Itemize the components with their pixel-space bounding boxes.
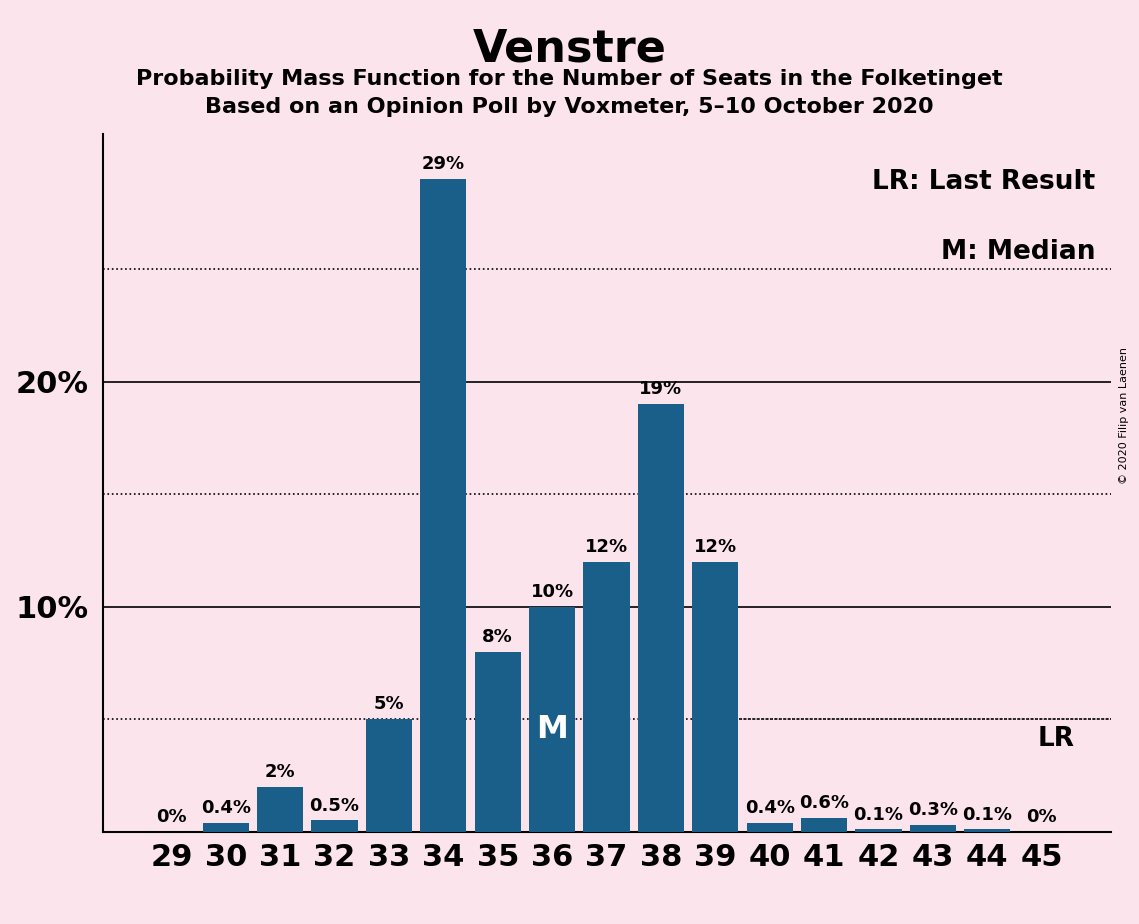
Text: 0.3%: 0.3% [908,801,958,820]
Text: Based on an Opinion Poll by Voxmeter, 5–10 October 2020: Based on an Opinion Poll by Voxmeter, 5–… [205,97,934,117]
Text: 0.4%: 0.4% [200,799,251,817]
Bar [203,822,249,832]
Text: 0%: 0% [156,808,187,826]
Text: M: Median: M: Median [941,238,1096,264]
Text: 12%: 12% [585,538,628,556]
Text: LR: Last Result: LR: Last Result [872,169,1096,195]
Text: 10%: 10% [531,583,574,601]
Bar [693,562,738,832]
Bar [964,830,1010,832]
Text: M: M [536,714,568,745]
Text: 2%: 2% [265,763,295,781]
Bar [420,179,467,832]
Bar [311,821,358,832]
Bar [855,830,902,832]
Text: 5%: 5% [374,696,404,713]
Text: 0.1%: 0.1% [962,806,1013,823]
Text: Venstre: Venstre [473,28,666,71]
Text: 0.5%: 0.5% [310,796,360,815]
Text: 0.1%: 0.1% [853,806,903,823]
Bar [366,719,412,832]
Text: LR: LR [1038,726,1074,752]
Text: 0.6%: 0.6% [800,795,849,812]
Bar [528,606,575,832]
Bar [746,822,793,832]
Text: 19%: 19% [639,381,682,398]
Text: 29%: 29% [421,155,465,174]
Bar [638,404,685,832]
Text: 0.4%: 0.4% [745,799,795,817]
Text: Probability Mass Function for the Number of Seats in the Folketinget: Probability Mass Function for the Number… [137,69,1002,90]
Bar [257,786,303,832]
Bar [910,825,956,832]
Bar [583,562,630,832]
Bar [801,818,847,832]
Bar [475,651,521,832]
Text: 12%: 12% [694,538,737,556]
Text: © 2020 Filip van Laenen: © 2020 Filip van Laenen [1120,347,1129,484]
Text: 0%: 0% [1026,808,1057,826]
Text: 8%: 8% [483,628,514,646]
